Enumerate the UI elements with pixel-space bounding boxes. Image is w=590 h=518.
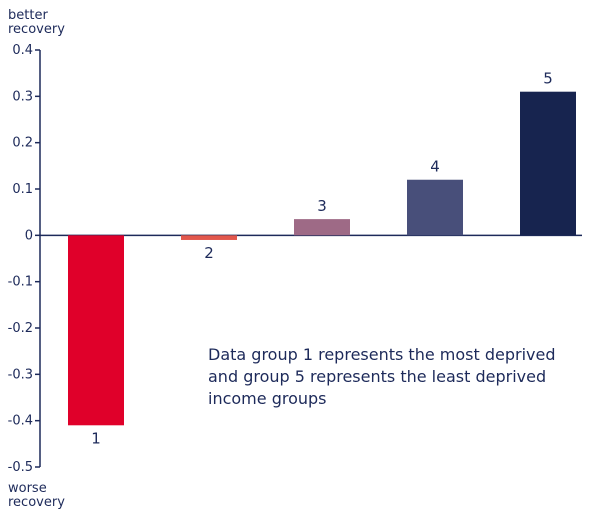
note-line-3: income groups	[208, 389, 327, 408]
bar-1	[68, 235, 124, 426]
bar-label-4: 4	[430, 158, 440, 176]
bar-label-2: 2	[204, 244, 214, 262]
y-tick-label-3: 0.1	[12, 182, 33, 197]
y-bottom-label-2: recovery	[8, 495, 65, 510]
bar-5	[520, 91, 576, 236]
chart-note: Data group 1 represents the most deprive…	[208, 344, 568, 410]
y-tick-label-2: 0.2	[12, 136, 33, 151]
bar-label-5: 5	[543, 70, 553, 88]
y-tick-label-0: 0.4	[12, 43, 33, 58]
y-top-label-1: better	[8, 8, 48, 23]
y-tick-label-8: -0.4	[8, 414, 33, 429]
bar-4	[407, 179, 463, 236]
y-tick-label-9: -0.5	[8, 460, 33, 475]
note-line-2: and group 5 represents the least deprive…	[208, 367, 547, 386]
y-tick-label-4: 0	[25, 228, 33, 243]
y-tick-label-7: -0.3	[8, 367, 33, 382]
bar-label-1: 1	[91, 429, 101, 447]
y-tick-label-6: -0.2	[8, 321, 33, 336]
y-bottom-label-1: worse	[8, 481, 47, 496]
note-line-1: Data group 1 represents the most deprive…	[208, 345, 556, 364]
y-tick-label-5: -0.1	[8, 275, 33, 290]
bar-label-3: 3	[317, 197, 327, 215]
y-top-label-2: recovery	[8, 22, 65, 37]
bar-3	[294, 219, 350, 236]
y-tick-label-1: 0.3	[12, 89, 33, 104]
bar-2	[181, 235, 237, 240]
